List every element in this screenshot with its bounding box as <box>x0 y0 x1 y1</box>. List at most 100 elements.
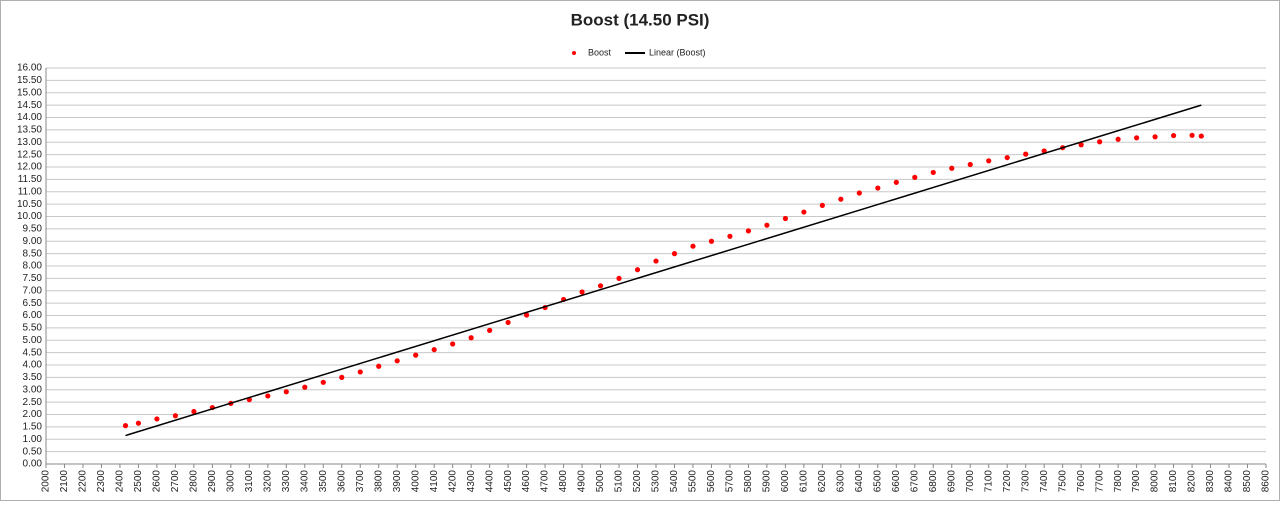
legend-label: Boost <box>588 47 612 57</box>
trend-line <box>125 104 1202 437</box>
data-point <box>690 243 696 249</box>
data-point <box>1023 151 1029 157</box>
x-tick-label: 7600 <box>1076 470 1087 493</box>
data-point <box>122 423 129 429</box>
x-tick-label: 2700 <box>170 470 181 493</box>
y-tick-label: 5.00 <box>23 335 43 346</box>
x-tick-label: 7500 <box>1057 470 1068 493</box>
legend-swatch <box>572 51 576 55</box>
x-tick-label: 4200 <box>447 470 458 493</box>
x-tick-label: 2300 <box>96 470 107 493</box>
x-tick-label: 4500 <box>503 470 514 493</box>
data-point <box>172 413 178 419</box>
x-tick-label: 8400 <box>1224 470 1235 493</box>
x-tick-label: 4700 <box>540 470 551 493</box>
data-point <box>1097 139 1103 145</box>
x-tick-label: 3600 <box>336 470 347 493</box>
x-tick-label: 4900 <box>577 470 588 493</box>
x-tick-label: 8500 <box>1242 470 1253 493</box>
data-point <box>468 335 474 341</box>
x-tick-label: 2000 <box>41 470 52 493</box>
y-tick-label: 7.00 <box>23 285 43 296</box>
x-tick-label: 2200 <box>78 470 89 493</box>
x-tick-label: 3100 <box>244 470 255 493</box>
y-tick-label: 4.50 <box>23 347 43 358</box>
x-tick-label: 4400 <box>484 470 495 493</box>
y-tick-label: 5.50 <box>23 323 43 334</box>
data-point <box>764 222 770 228</box>
data-point <box>875 185 881 191</box>
y-tick-label: 12.50 <box>17 149 42 160</box>
x-tick-label: 4800 <box>558 470 569 493</box>
x-tick-label: 6400 <box>854 470 865 493</box>
x-tick-label: 3400 <box>299 470 310 493</box>
y-tick-label: 2.50 <box>23 397 43 408</box>
x-tick-label: 6600 <box>891 470 902 493</box>
x-tick-label: 3800 <box>373 470 384 493</box>
data-point <box>524 312 530 318</box>
x-tick-label: 2100 <box>59 470 70 493</box>
x-tick-label: 5800 <box>743 470 754 493</box>
x-tick-label: 8000 <box>1150 470 1161 493</box>
data-point <box>376 363 382 369</box>
x-tick-label: 3700 <box>355 470 366 493</box>
data-point <box>357 369 363 375</box>
y-tick-label: 16.00 <box>17 63 42 74</box>
x-tick-label: 4000 <box>410 470 421 493</box>
data-point <box>727 233 733 239</box>
y-tick-label: 8.50 <box>23 248 43 259</box>
y-tick-label: 1.50 <box>23 422 43 433</box>
data-point <box>154 416 160 422</box>
data-point <box>1152 134 1158 140</box>
data-point <box>745 228 752 234</box>
x-tick-label: 7200 <box>1002 470 1013 493</box>
y-tick-label: 10.00 <box>17 211 42 222</box>
y-tick-label: 3.00 <box>23 384 43 395</box>
x-tick-label: 7700 <box>1094 470 1105 493</box>
x-tick-label: 2900 <box>207 470 218 493</box>
data-point <box>616 275 622 281</box>
y-tick-label: 12.00 <box>17 162 42 173</box>
data-point <box>579 289 585 295</box>
data-point <box>1198 133 1204 139</box>
x-tick-label: 5500 <box>688 470 699 493</box>
data-point <box>450 341 456 347</box>
data-point <box>801 209 807 215</box>
data-point <box>930 169 936 176</box>
x-tick-label: 4600 <box>521 470 532 493</box>
x-tick-label: 3300 <box>281 470 292 493</box>
x-tick-label: 6200 <box>817 470 828 493</box>
x-tick-label: 7900 <box>1131 470 1142 493</box>
data-point <box>1004 154 1010 161</box>
x-tick-label: 5000 <box>595 470 606 493</box>
x-tick-label: 6100 <box>799 470 810 493</box>
data-point <box>653 258 659 264</box>
data-point <box>265 393 271 399</box>
y-tick-label: 14.00 <box>17 112 42 123</box>
data-point <box>505 319 511 326</box>
data-point <box>708 238 715 244</box>
data-point <box>339 374 345 380</box>
y-tick-label: 14.50 <box>17 100 42 111</box>
x-tick-label: 5300 <box>651 470 662 493</box>
data-point <box>671 251 678 257</box>
x-tick-label: 3500 <box>318 470 329 493</box>
x-tick-label: 6500 <box>872 470 883 493</box>
y-tick-label: 15.00 <box>17 87 42 98</box>
data-point <box>302 384 308 390</box>
x-tick-label: 7000 <box>965 470 976 493</box>
y-tick-label: 1.00 <box>23 434 43 445</box>
data-point <box>856 190 862 196</box>
x-tick-label: 3000 <box>225 470 236 493</box>
x-tick-label: 2800 <box>189 470 200 493</box>
x-tick-label: 7100 <box>983 470 994 493</box>
chart-title: Boost (14.50 PSI) <box>571 10 710 29</box>
x-tick-label: 5400 <box>669 470 680 493</box>
data-point <box>394 358 400 364</box>
x-tick-label: 8100 <box>1168 470 1179 493</box>
data-point <box>782 215 788 222</box>
data-point <box>1170 132 1177 139</box>
data-point <box>912 174 918 180</box>
x-tick-label: 3200 <box>262 470 273 493</box>
